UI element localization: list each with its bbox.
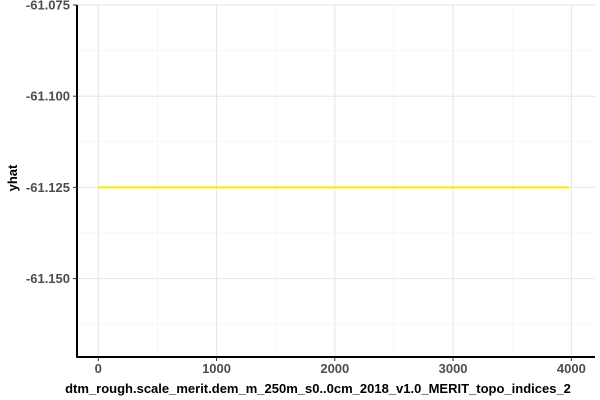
y-tick-label: -61.125 [26, 180, 70, 195]
minor-gridlines [77, 5, 595, 357]
y-tick-label: -61.075 [26, 0, 70, 13]
x-axis-title: dtm_rough.scale_merit.dem_m_250m_s0..0cm… [65, 381, 571, 396]
y-tick-label: -61.100 [26, 89, 70, 104]
y-tick-label: -61.150 [26, 271, 70, 286]
major-gridlines [77, 4, 595, 357]
axes [76, 5, 595, 358]
x-tick-label: 2000 [320, 361, 349, 376]
x-tick-label: 3000 [439, 361, 468, 376]
y-axis-title: yhat [5, 164, 20, 191]
x-axis-ticks: 0 1000 2000 3000 4000 [95, 357, 586, 376]
x-tick-label: 1000 [202, 361, 231, 376]
y-axis-ticks: -61.075 -61.100 -61.125 -61.150 [26, 0, 77, 286]
x-tick-label: 0 [95, 361, 102, 376]
x-tick-label: 4000 [557, 361, 586, 376]
